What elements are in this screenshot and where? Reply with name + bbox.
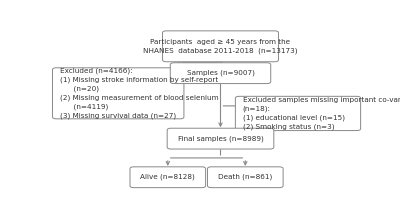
FancyBboxPatch shape xyxy=(52,68,184,119)
FancyBboxPatch shape xyxy=(235,96,361,131)
Text: Excluded (n=4166):
(1) Missing stroke information by self-report
      (n=20)
(2: Excluded (n=4166): (1) Missing stroke in… xyxy=(60,68,218,119)
Text: Alive (n=8128): Alive (n=8128) xyxy=(140,174,195,181)
FancyBboxPatch shape xyxy=(162,31,278,62)
FancyBboxPatch shape xyxy=(167,128,274,149)
FancyBboxPatch shape xyxy=(170,63,271,83)
Text: Samples (n=9007): Samples (n=9007) xyxy=(186,70,254,77)
Text: Participants  aged ≥ 45 years from the
NHANES  database 2011-2018  (n=13173): Participants aged ≥ 45 years from the NH… xyxy=(143,39,298,54)
FancyBboxPatch shape xyxy=(208,167,283,188)
FancyBboxPatch shape xyxy=(130,167,206,188)
Text: Death (n=861): Death (n=861) xyxy=(218,174,272,181)
Text: Excluded samples missing important co-variates
(n=18):
(1) educational level (n=: Excluded samples missing important co-va… xyxy=(243,97,400,130)
Text: Final samples (n=8989): Final samples (n=8989) xyxy=(178,135,263,142)
